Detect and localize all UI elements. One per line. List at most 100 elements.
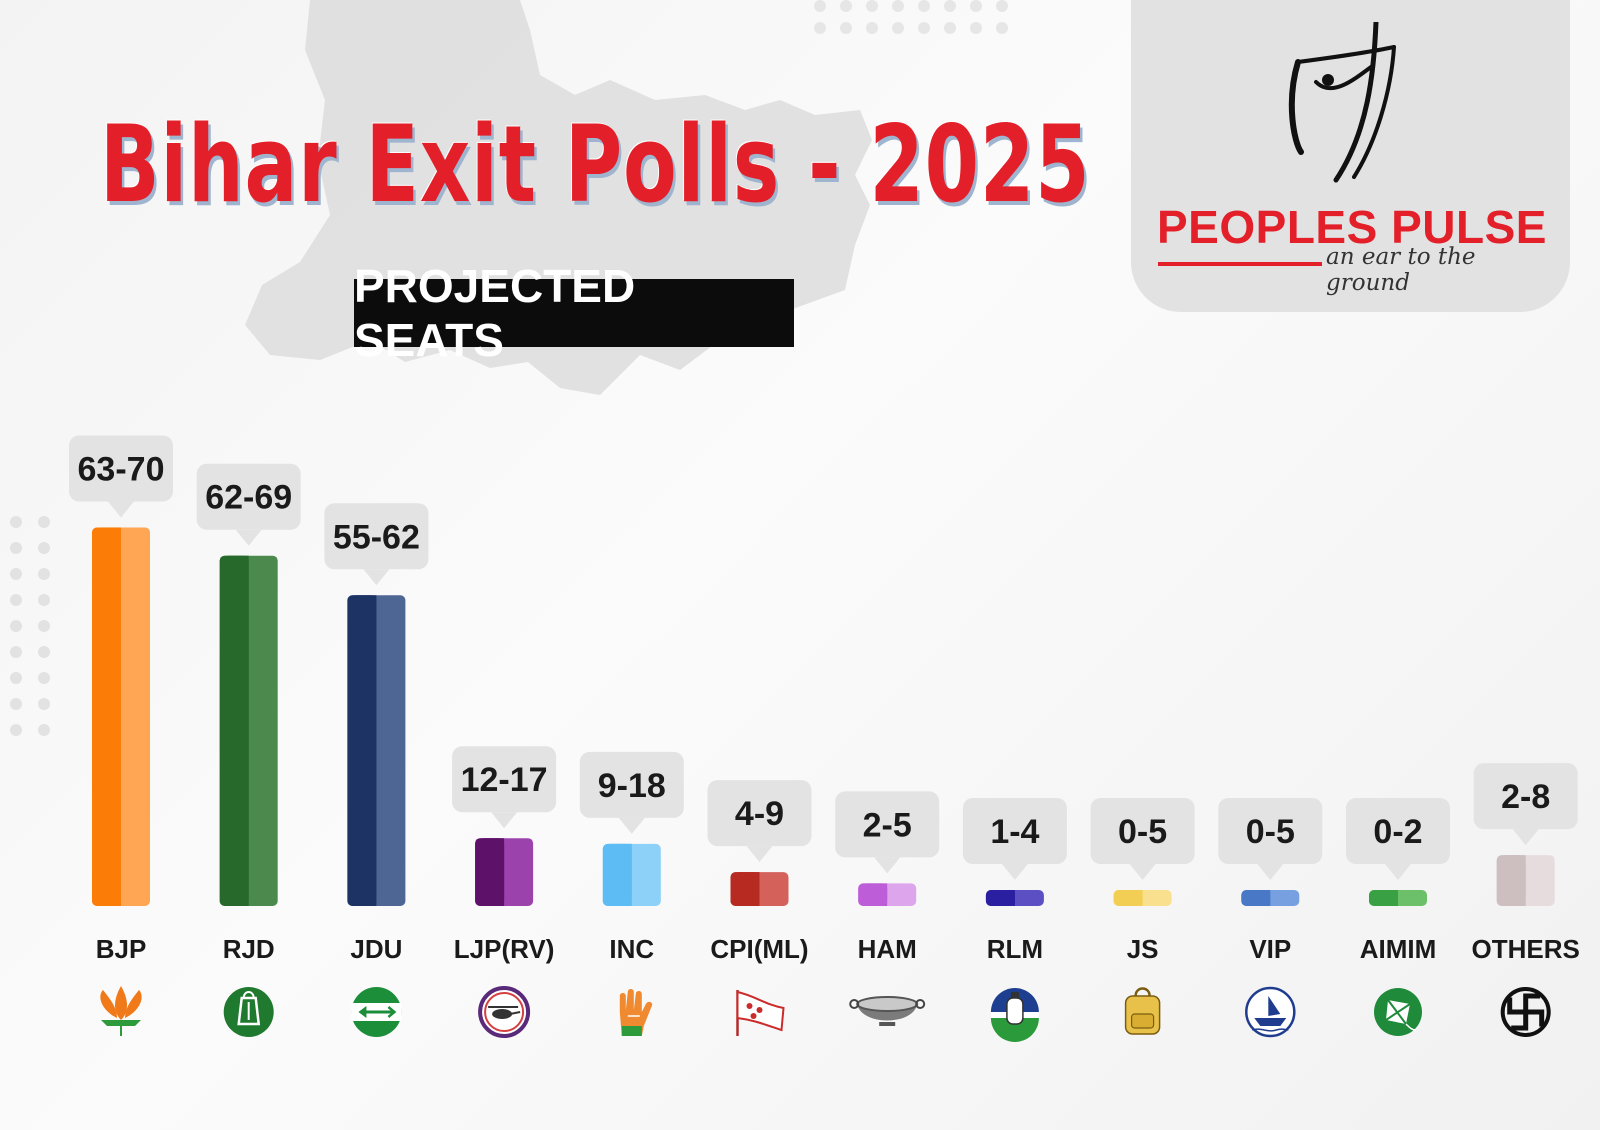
decor-dot <box>840 0 852 12</box>
decor-dot <box>814 22 826 34</box>
bar-cpiml <box>730 872 789 906</box>
party-label: INC <box>609 934 654 964</box>
brand-rule <box>1158 262 1322 266</box>
gas-cylinder-icon <box>990 988 1039 1042</box>
decor-dot <box>38 646 50 658</box>
bar-vip <box>1241 890 1300 906</box>
decorative-dots-top <box>814 0 1008 34</box>
decor-dot <box>10 698 22 710</box>
bar-dark-edge <box>1377 890 1398 906</box>
party-label: CPI(ML) <box>710 934 808 964</box>
bar-dark-edge <box>100 527 121 906</box>
decor-dot <box>918 0 930 12</box>
decor-dot <box>970 22 982 34</box>
decor-dot <box>996 0 1008 12</box>
callout-pointer <box>235 529 262 546</box>
value-label: 1-4 <box>990 813 1039 851</box>
brand-panel: PEOPLES PULSE an ear to the ground <box>1131 0 1570 312</box>
callout-pointer <box>1512 829 1539 846</box>
wok-icon <box>849 996 926 1026</box>
decor-dot <box>10 646 22 658</box>
party-label: RJD <box>223 934 275 964</box>
hand-icon <box>619 989 653 1036</box>
lantern-icon <box>223 987 274 1037</box>
bar-rlm <box>985 890 1044 906</box>
bars-group <box>92 527 1555 906</box>
value-label: 62-69 <box>205 479 292 517</box>
bar-dark-edge <box>227 555 249 906</box>
callout-pointer <box>1129 864 1156 880</box>
callout-box <box>69 435 173 502</box>
kite-icon <box>1374 988 1422 1036</box>
subtitle-banner: PROJECTED SEATS <box>354 260 794 366</box>
callout-box <box>324 503 429 570</box>
decor-dot <box>10 594 22 606</box>
decor-dot <box>38 672 50 684</box>
bar-inc <box>602 843 661 906</box>
peoples-pulse-logo <box>1288 22 1396 183</box>
callout-pointer <box>363 569 390 586</box>
value-callout: 12-17 <box>452 746 557 829</box>
decor-dot <box>840 22 852 34</box>
value-label: 63-70 <box>78 450 165 488</box>
callout-pointer <box>108 501 134 518</box>
decor-dot <box>38 620 50 632</box>
decor-dot <box>38 724 50 736</box>
decor-dot <box>38 542 50 554</box>
value-callout: 2-8 <box>1473 763 1578 846</box>
party-label: AIMIM <box>1360 934 1437 964</box>
value-label: 4-9 <box>735 795 784 833</box>
brand-tagline: an ear to the ground <box>1326 244 1476 296</box>
callout-pointer <box>1385 864 1411 880</box>
decor-dot <box>10 724 22 736</box>
decor-dot <box>892 0 904 12</box>
party-label: LJP(RV) <box>454 934 555 964</box>
decor-dot <box>38 698 50 710</box>
callout-pointer <box>1001 864 1028 880</box>
value-callout: 9-18 <box>579 751 684 834</box>
value-callout: 0-5 <box>1090 798 1195 880</box>
value-callout: 62-69 <box>196 463 301 546</box>
decor-dot <box>866 0 878 12</box>
decor-dot <box>892 22 904 34</box>
party-label: JDU <box>350 934 402 964</box>
value-callout: 0-5 <box>1218 798 1323 880</box>
callout-box <box>707 780 812 847</box>
decor-dot <box>814 0 826 12</box>
decor-dot <box>944 22 956 34</box>
callout-box <box>452 746 557 813</box>
bar-dark-edge <box>1121 890 1143 906</box>
callout-box <box>579 751 684 818</box>
decor-dot <box>38 568 50 580</box>
value-label: 55-62 <box>333 518 420 556</box>
callout-pointer <box>746 846 773 863</box>
party-icons-group <box>100 986 1551 1042</box>
party-label: VIP <box>1249 934 1291 964</box>
bar-dark-edge <box>1249 890 1271 906</box>
value-label: 0-5 <box>1246 813 1295 851</box>
decor-dot <box>10 672 22 684</box>
value-callout: 2-5 <box>835 791 940 874</box>
callout-pointer <box>618 817 645 834</box>
party-label: HAM <box>858 934 917 964</box>
value-label: 2-5 <box>863 806 912 844</box>
swastika-icon <box>1500 987 1551 1037</box>
decor-dot <box>10 516 22 528</box>
decor-dot <box>38 516 50 528</box>
helicopter-icon <box>478 986 531 1038</box>
bar-others <box>1496 855 1555 906</box>
decor-dot <box>10 568 22 580</box>
bar-dark-edge <box>738 872 760 906</box>
callout-box <box>1473 763 1578 830</box>
callout-box <box>1090 798 1195 864</box>
party-label: JS <box>1127 934 1159 964</box>
value-callout: 4-9 <box>707 780 812 863</box>
party-label: RLM <box>987 934 1043 964</box>
bar-bjp <box>92 527 150 906</box>
callout-box <box>962 798 1067 864</box>
labels-group: 63-70 BJP 62-69 RJD 55-62 JDU 12-17 LJP(RV) 9-18… <box>69 435 1580 964</box>
decor-dot <box>944 0 956 12</box>
bar-dark-edge <box>610 843 632 906</box>
value-callout: 1-4 <box>962 798 1067 880</box>
